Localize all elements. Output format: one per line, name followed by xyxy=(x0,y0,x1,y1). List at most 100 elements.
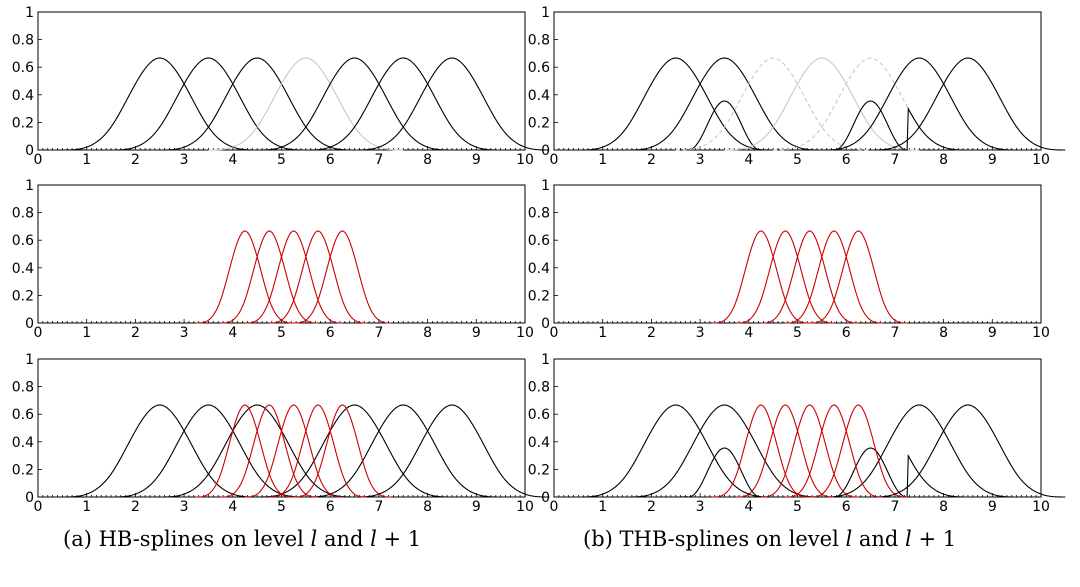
spline-series-4 xyxy=(821,404,1017,498)
spline-series-0 xyxy=(578,404,774,498)
spline-series-2 xyxy=(675,100,762,151)
y-tick-label: 0.4 xyxy=(528,261,550,277)
spline-series-1 xyxy=(220,230,319,324)
spline-series-1 xyxy=(111,404,306,498)
x-tick-label: 2 xyxy=(131,499,140,515)
spline-series-8 xyxy=(870,57,1066,151)
plot-frame xyxy=(553,11,1042,151)
y-tick-label: 0 xyxy=(541,143,550,159)
x-tick-label: 9 xyxy=(472,499,481,515)
spline-series-4 xyxy=(305,404,501,498)
x-tick-label: 3 xyxy=(180,325,189,341)
spline-series-3 xyxy=(785,230,883,324)
spline-series-6 xyxy=(354,57,550,151)
x-tick-label: 5 xyxy=(277,325,286,341)
x-tick-label: 4 xyxy=(228,325,237,341)
caption-b: (b) THB-splines on level l and l + 1 xyxy=(583,527,957,551)
plot-frame xyxy=(37,358,526,498)
y-tick-label: 0 xyxy=(541,490,550,506)
plot-frame xyxy=(553,184,1042,324)
x-tick-label: 6 xyxy=(842,152,851,168)
spline-series-5 xyxy=(354,404,550,498)
y-tick-label: 1 xyxy=(25,5,34,21)
y-tick-label: 0.6 xyxy=(12,407,34,423)
chart-a-2: 00.20.40.60.810 1 2 3 4 5 6 7 8 9 10 xyxy=(12,352,550,515)
x-tick-label: 10 xyxy=(1032,325,1050,341)
y-tick-label: 0.6 xyxy=(12,60,34,76)
x-tick-label: 6 xyxy=(326,152,335,168)
x-tick-label: 2 xyxy=(131,152,140,168)
spline-series-1 xyxy=(627,57,822,151)
x-tick-label: 4 xyxy=(228,152,237,168)
x-tick-label: 1 xyxy=(598,152,607,168)
y-tick-label: 1 xyxy=(541,352,550,368)
y-tick-label: 0.2 xyxy=(528,115,550,131)
y-tick-label: 0.8 xyxy=(12,206,34,222)
spline-series-5 xyxy=(305,57,501,151)
x-tick-label: 6 xyxy=(842,499,851,515)
spline-series-2 xyxy=(675,447,762,498)
y-tick-label: 0.8 xyxy=(528,380,550,396)
plot-frame xyxy=(37,184,526,324)
x-tick-label: 5 xyxy=(793,325,802,341)
chart-a-0: 00.20.40.60.810 1 2 3 4 5 6 7 8 9 10 xyxy=(12,5,550,168)
x-tick-label: 5 xyxy=(793,499,802,515)
x-tick-label: 5 xyxy=(277,499,286,515)
x-tick-label: 2 xyxy=(647,325,656,341)
spline-series-7 xyxy=(736,404,835,498)
x-tick-label: 3 xyxy=(696,499,705,515)
y-tick-label: 0.2 xyxy=(12,115,34,131)
x-tick-label: 10 xyxy=(516,325,534,341)
y-tick-label: 0.2 xyxy=(528,462,550,478)
spline-series-4 xyxy=(293,230,392,324)
spline-series-1 xyxy=(111,57,306,151)
x-tick-label: 2 xyxy=(131,325,140,341)
y-tick-label: 1 xyxy=(25,352,34,368)
y-tick-label: 0 xyxy=(25,316,34,332)
x-tick-label: 1 xyxy=(598,325,607,341)
y-tick-label: 0 xyxy=(541,316,550,332)
x-tick-label: 2 xyxy=(647,152,656,168)
spline-series-0 xyxy=(62,57,258,151)
chart-a-1: 00.20.40.60.810 1 2 3 4 5 6 7 8 9 10 xyxy=(12,178,534,341)
x-tick-label: 6 xyxy=(326,499,335,515)
x-tick-label: 1 xyxy=(82,152,91,168)
x-tick-label: 7 xyxy=(374,325,383,341)
y-tick-label: 0.4 xyxy=(12,261,34,277)
spline-series-6 xyxy=(712,404,810,498)
spline-series-2 xyxy=(159,57,355,151)
x-tick-label: 7 xyxy=(890,152,899,168)
x-tick-label: 0 xyxy=(34,499,43,515)
x-tick-label: 1 xyxy=(82,325,91,341)
x-tick-label: 10 xyxy=(1032,499,1050,515)
spline-series-0 xyxy=(712,230,810,324)
x-tick-label: 8 xyxy=(939,152,948,168)
y-tick-label: 0.8 xyxy=(528,206,550,222)
y-tick-label: 0.4 xyxy=(528,435,550,451)
x-tick-label: 0 xyxy=(34,152,43,168)
x-tick-label: 9 xyxy=(472,152,481,168)
spline-series-1 xyxy=(627,404,822,498)
spline-series-2 xyxy=(244,230,343,324)
x-tick-label: 5 xyxy=(793,152,802,168)
y-tick-label: 0.6 xyxy=(528,233,550,249)
x-tick-label: 8 xyxy=(939,499,948,515)
figure: 00.20.40.60.810 1 2 3 4 5 6 7 8 9 1000.20.40.60.81… xyxy=(12,5,1066,515)
x-tick-label: 8 xyxy=(423,499,432,515)
spline-series-4 xyxy=(257,57,452,151)
caption-a: (a) HB-splines on level l and l + 1 xyxy=(63,527,422,551)
y-tick-label: 1 xyxy=(541,5,550,21)
x-tick-label: 9 xyxy=(472,325,481,341)
y-tick-label: 0.4 xyxy=(12,435,34,451)
spline-series-1 xyxy=(736,230,835,324)
spline-series-0 xyxy=(196,230,294,324)
spline-series-2 xyxy=(159,404,355,498)
x-tick-label: 8 xyxy=(423,152,432,168)
x-tick-label: 4 xyxy=(744,325,753,341)
chart-b-2: 00.20.40.60.810 1 2 3 4 5 6 7 8 9 10 xyxy=(528,352,1066,515)
spline-series-7 xyxy=(220,404,319,498)
spline-series-5 xyxy=(773,57,968,151)
y-tick-label: 0.2 xyxy=(528,288,550,304)
x-tick-label: 0 xyxy=(550,325,559,341)
spline-series-2 xyxy=(760,230,859,324)
